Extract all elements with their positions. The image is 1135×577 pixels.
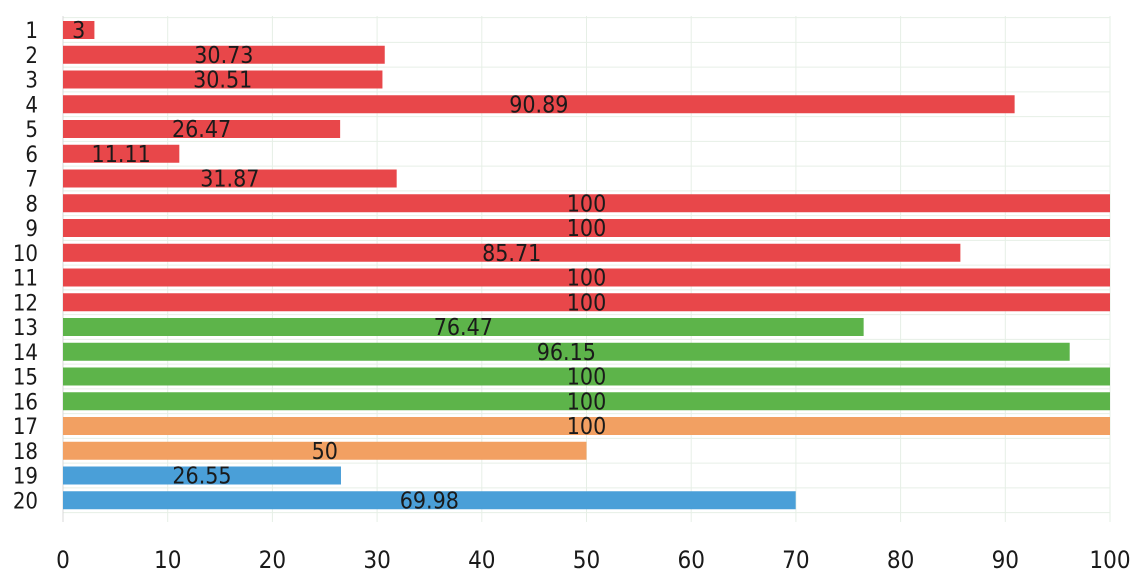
category-label-19: 19 bbox=[13, 465, 38, 490]
value-label-8: 100 bbox=[567, 191, 607, 217]
category-label-15: 15 bbox=[13, 366, 38, 391]
value-label-12: 100 bbox=[567, 290, 607, 316]
bars bbox=[63, 21, 1110, 510]
category-label-2: 2 bbox=[25, 44, 38, 69]
category-label-9: 9 bbox=[25, 217, 38, 242]
x-tick-label: 0 bbox=[56, 546, 70, 574]
category-label-1: 1 bbox=[25, 19, 38, 44]
value-label-10: 85.71 bbox=[482, 241, 541, 267]
x-tick-label: 50 bbox=[573, 546, 600, 574]
value-label-2: 30.73 bbox=[194, 43, 253, 69]
value-label-18: 50 bbox=[312, 439, 338, 465]
value-label-6: 11.11 bbox=[92, 142, 151, 168]
value-label-20: 69.98 bbox=[400, 488, 459, 514]
value-label-17: 100 bbox=[567, 414, 607, 440]
bar-13 bbox=[63, 318, 864, 336]
category-label-14: 14 bbox=[13, 341, 38, 366]
bar-15 bbox=[63, 367, 1110, 386]
value-label-7: 31.87 bbox=[200, 167, 259, 193]
category-label-8: 8 bbox=[25, 192, 38, 217]
value-label-13: 76.47 bbox=[434, 315, 493, 341]
bar-11 bbox=[63, 268, 1110, 287]
category-label-10: 10 bbox=[13, 242, 38, 267]
category-label-13: 13 bbox=[13, 316, 38, 341]
x-axis-ticks: 0 10 20 30 40 50 60 70 80 90 100 bbox=[56, 546, 1130, 574]
category-label-11: 11 bbox=[13, 267, 38, 292]
bar-16 bbox=[63, 392, 1110, 411]
value-label-4: 90.89 bbox=[509, 92, 568, 118]
x-tick-label: 10 bbox=[154, 546, 181, 574]
value-label-9: 100 bbox=[567, 216, 607, 242]
bar-1 bbox=[63, 21, 95, 39]
x-tick-label: 90 bbox=[992, 546, 1019, 574]
value-label-16: 100 bbox=[567, 389, 607, 415]
value-label-15: 100 bbox=[567, 365, 607, 391]
bar-6 bbox=[63, 144, 180, 163]
category-label-4: 4 bbox=[25, 93, 38, 118]
x-tick-label: 30 bbox=[363, 546, 390, 574]
category-label-5: 5 bbox=[25, 118, 38, 143]
bar-12 bbox=[63, 293, 1110, 312]
value-label-1: 3 bbox=[72, 18, 85, 44]
bar-20 bbox=[63, 491, 796, 510]
category-label-7: 7 bbox=[25, 168, 38, 193]
bar-7 bbox=[63, 169, 397, 188]
bar-18 bbox=[63, 441, 587, 460]
value-label-3: 30.51 bbox=[193, 68, 252, 94]
category-label-16: 16 bbox=[13, 390, 38, 415]
bar-14 bbox=[63, 342, 1070, 361]
category-label-3: 3 bbox=[25, 69, 38, 94]
bar-4 bbox=[63, 95, 1015, 114]
x-tick-label: 80 bbox=[887, 546, 914, 574]
category-label-18: 18 bbox=[13, 440, 38, 465]
value-label-14: 96.15 bbox=[537, 340, 596, 366]
x-tick-label: 70 bbox=[782, 546, 809, 574]
x-tick-label: 40 bbox=[468, 546, 495, 574]
bar-5 bbox=[63, 120, 341, 138]
bar-8 bbox=[63, 194, 1110, 213]
category-label-17: 17 bbox=[13, 415, 38, 440]
value-labels: 330.7330.5190.8926.4711.1131.8710010085.… bbox=[72, 18, 606, 514]
bar-9 bbox=[63, 219, 1110, 237]
bar-10 bbox=[63, 243, 961, 262]
category-label-20: 20 bbox=[13, 489, 38, 514]
x-tick-label: 20 bbox=[259, 546, 286, 574]
bar-17 bbox=[63, 417, 1110, 435]
bar-19 bbox=[63, 466, 341, 485]
category-label-12: 12 bbox=[13, 291, 38, 316]
x-tick-label: 100 bbox=[1089, 546, 1130, 574]
category-label-6: 6 bbox=[25, 143, 38, 168]
x-tick-label: 60 bbox=[677, 546, 704, 574]
bar-2 bbox=[63, 45, 385, 64]
bar-3 bbox=[63, 70, 383, 89]
value-label-5: 26.47 bbox=[172, 117, 231, 143]
value-label-11: 100 bbox=[567, 266, 607, 292]
value-label-19: 26.55 bbox=[172, 464, 231, 490]
